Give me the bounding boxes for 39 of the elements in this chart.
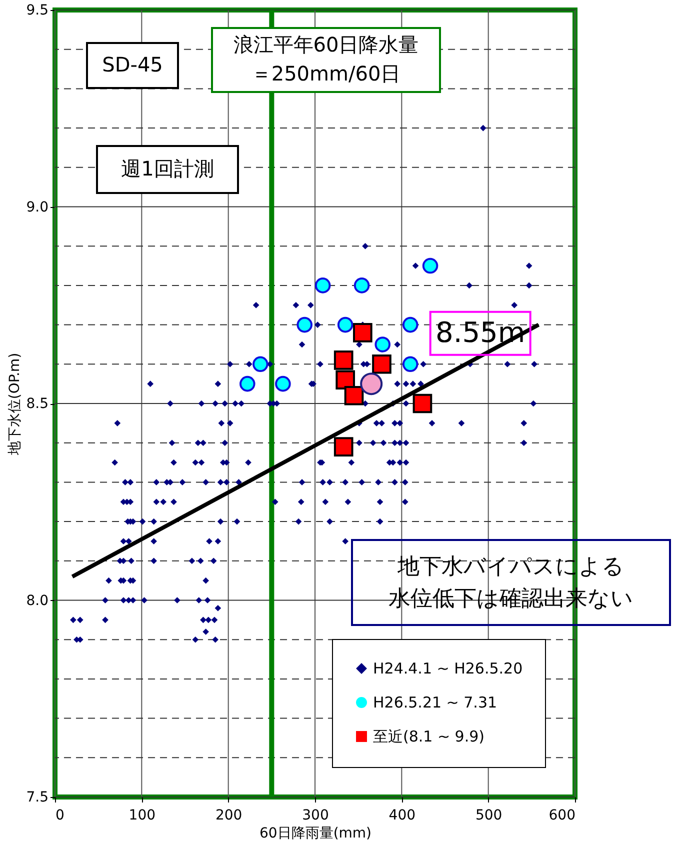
annotation: 週1回計測 bbox=[121, 156, 214, 180]
y-axis-title: 地下水位(OP.m) bbox=[7, 352, 24, 456]
x-tick-label: 600 bbox=[548, 808, 576, 824]
x-tick-label: 400 bbox=[388, 808, 416, 824]
point bbox=[240, 376, 256, 392]
point bbox=[337, 316, 354, 333]
x-tick-label: 0 bbox=[56, 808, 64, 824]
point bbox=[334, 350, 354, 370]
point bbox=[354, 278, 370, 294]
x-tick-label: 300 bbox=[302, 808, 329, 824]
point bbox=[402, 356, 418, 372]
x-tick-label: 100 bbox=[128, 808, 156, 824]
x-axis-title: 60日降雨量(mm) bbox=[259, 826, 372, 842]
point bbox=[314, 278, 331, 294]
point bbox=[372, 354, 392, 374]
y-tick-label: 9.0 bbox=[26, 199, 48, 216]
point bbox=[336, 370, 355, 390]
y-tick-label: 8.0 bbox=[26, 592, 48, 609]
legend-label: H26.5.21 ~ 7.31 bbox=[373, 694, 498, 712]
point bbox=[252, 356, 268, 372]
y-tick-label: 8.5 bbox=[26, 396, 48, 412]
x-tick-label: 500 bbox=[475, 808, 502, 824]
point bbox=[402, 316, 418, 333]
legend-label: H24.4.1 ~ H26.5.20 bbox=[373, 660, 523, 678]
legend-label: 至近(8.1 ~ 9.9) bbox=[373, 728, 485, 746]
point bbox=[374, 336, 390, 352]
point bbox=[344, 386, 364, 406]
annotation: SD-45 bbox=[102, 52, 163, 76]
y-tick-label: 9.5 bbox=[26, 2, 48, 18]
point bbox=[353, 323, 372, 342]
x-tick-label: 200 bbox=[215, 808, 242, 824]
point bbox=[275, 376, 291, 392]
point bbox=[360, 372, 383, 396]
y-tick-label: 7.5 bbox=[26, 790, 48, 806]
point bbox=[296, 316, 312, 333]
point bbox=[422, 258, 438, 274]
ref-line-label: 浪江平年60日降水量＝250mm/60日 bbox=[233, 32, 419, 86]
point bbox=[412, 394, 432, 414]
point bbox=[334, 437, 354, 456]
